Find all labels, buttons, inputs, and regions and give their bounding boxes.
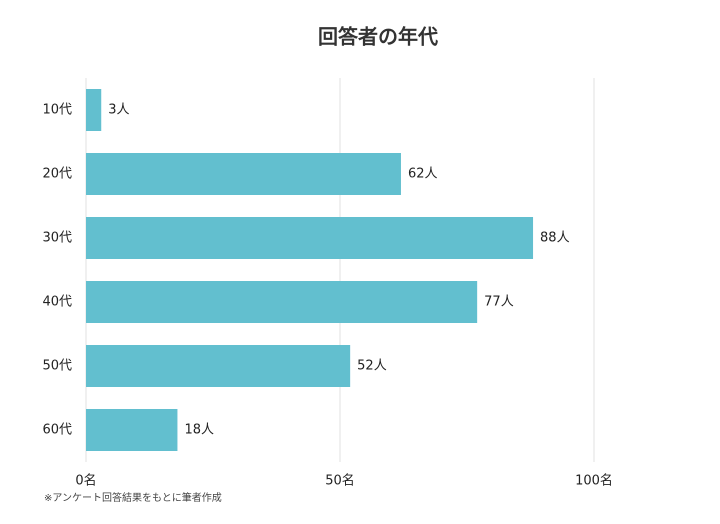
x-tick-label: 0名	[75, 473, 96, 489]
y-tick-label: 60代	[42, 423, 72, 438]
y-tick-label: 30代	[42, 231, 72, 246]
x-tick-label: 50名	[325, 473, 355, 489]
bar	[86, 217, 534, 259]
y-tick-label: 40代	[42, 295, 72, 310]
value-label: 62人	[408, 167, 438, 182]
y-tick-label: 10代	[42, 103, 72, 118]
bar	[86, 153, 401, 195]
chart-title: 回答者の年代	[318, 25, 438, 49]
x-tick-label: 100名	[575, 473, 613, 489]
value-label: 52人	[357, 359, 387, 374]
value-label: 3人	[108, 103, 129, 118]
y-tick-label: 50代	[42, 359, 72, 374]
y-tick-label: 20代	[42, 167, 72, 182]
source-note: ※アンケート回答結果をもとに筆者作成	[44, 491, 222, 504]
bar	[86, 409, 178, 451]
bar	[86, 345, 351, 387]
bar	[86, 89, 102, 131]
value-label: 77人	[484, 295, 514, 310]
value-label: 18人	[184, 423, 214, 438]
value-label: 88人	[540, 231, 570, 246]
bar	[86, 281, 478, 323]
